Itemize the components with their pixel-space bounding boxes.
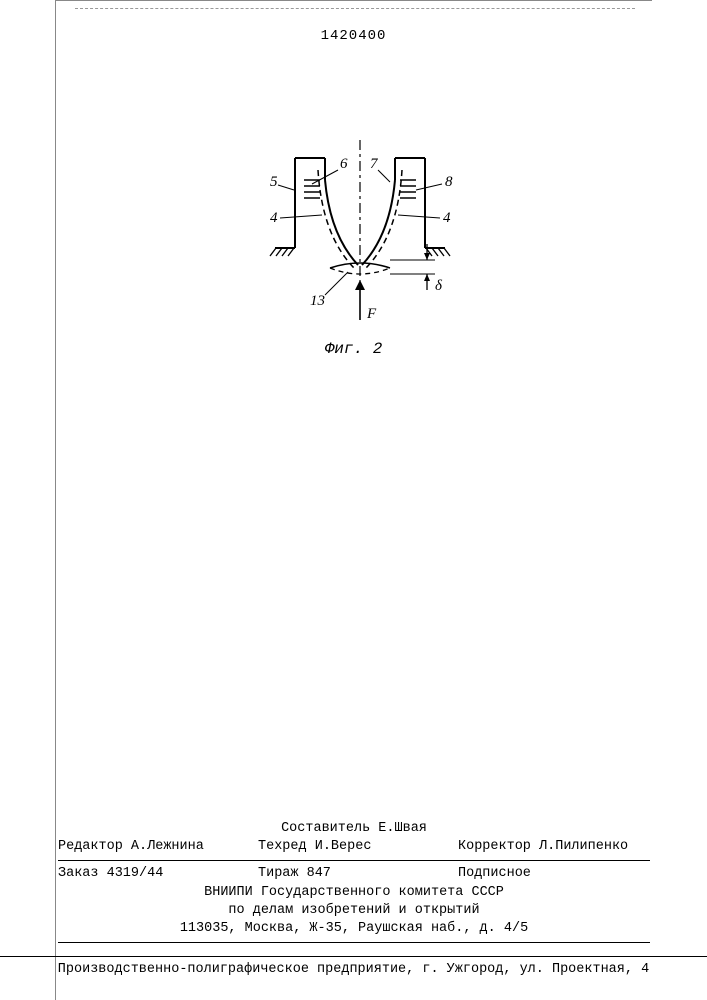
label-13: 13 <box>310 293 325 309</box>
rule-1 <box>58 860 650 861</box>
org-line-2: по делам изобретений и открытий <box>58 902 650 920</box>
label-delta: δ <box>435 278 443 294</box>
compiler-line: Составитель Е.Швая <box>58 820 650 838</box>
label-8: 8 <box>445 174 453 190</box>
address-line: 113035, Москва, Ж-35, Раушская наб., д. … <box>58 920 650 938</box>
techred-name: И.Верес <box>315 839 372 854</box>
corrector-label: Корректор <box>458 839 531 854</box>
org-line-1: ВНИИПИ Государственного комитета СССР <box>58 884 650 902</box>
tirazh: Тираж 847 <box>258 865 458 883</box>
label-7: 7 <box>370 156 379 172</box>
rule-2 <box>58 942 650 943</box>
label-4-left: 4 <box>270 210 278 226</box>
label-force: F <box>366 306 377 322</box>
footer-block: Составитель Е.Швая Редактор А.Лежнина Те… <box>58 820 650 947</box>
figure-caption: Фиг. 2 <box>0 340 707 358</box>
printer-line: Производственно-полиграфическое предприя… <box>0 962 707 977</box>
techred-label: Техред <box>258 839 307 854</box>
order-number: Заказ 4319/44 <box>58 865 258 883</box>
label-4-right: 4 <box>443 210 451 226</box>
editor-label: Редактор <box>58 839 123 854</box>
document-number: 1420400 <box>0 28 707 44</box>
editor-name: А.Лежнина <box>131 839 204 854</box>
label-5: 5 <box>270 174 278 190</box>
top-dashed-rule <box>75 8 635 9</box>
podpisnoe: Подписное <box>458 865 650 883</box>
figure-2: 5 6 7 8 4 4 13 F δ <box>230 140 490 340</box>
label-6: 6 <box>340 156 348 172</box>
corrector-name: Л.Пилипенко <box>539 839 628 854</box>
rule-3 <box>0 956 707 957</box>
